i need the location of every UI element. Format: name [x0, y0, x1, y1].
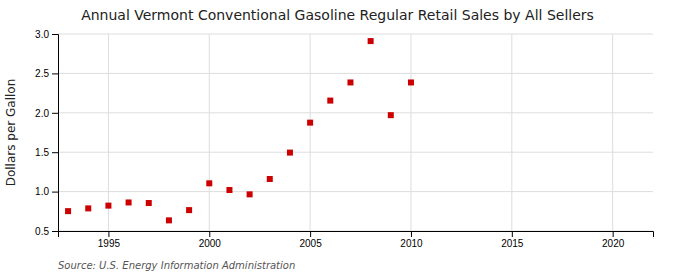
grid-line: [58, 112, 653, 113]
x-tick-mark: [411, 231, 412, 237]
point: [307, 120, 313, 126]
x-tick: 2005: [299, 231, 322, 249]
y-tick-mark: [52, 192, 58, 193]
point: [226, 187, 232, 193]
y-tick-mark: [52, 152, 58, 153]
point: [126, 199, 132, 205]
title: Annual Vermont Conventional Gasoline Reg…: [81, 7, 594, 23]
point: [247, 191, 253, 197]
grid-line: [310, 34, 311, 231]
point: [347, 79, 353, 85]
y-tick-label: 1.5: [35, 147, 49, 158]
x-tick-label: 2015: [501, 238, 524, 249]
point: [267, 176, 273, 182]
x-tick-mark: [209, 231, 210, 237]
grid-line: [209, 34, 210, 231]
point: [146, 200, 152, 206]
x-tick-mark: [310, 231, 311, 237]
grid-line: [511, 34, 512, 231]
point: [166, 217, 172, 223]
y-tick-mark: [52, 231, 58, 232]
plot: 1995 2000 2005 2010 2015 2020 0.5 1.0 1.5 2.0 2.5 3…: [35, 29, 653, 249]
y-tick-label: 1.0: [35, 186, 49, 197]
x-axis: 1995 2000 2005 2010 2015 2020: [59, 231, 654, 249]
point: [287, 150, 293, 156]
y-axis-label: Dollars per Gallon: [4, 79, 18, 187]
x-tick-label: 1995: [98, 238, 121, 249]
point: [327, 98, 333, 104]
x-tick-label: 2000: [199, 238, 222, 249]
x-tick-label: 2010: [400, 238, 423, 249]
grid-line: [58, 34, 653, 35]
x-tick: 2015: [501, 231, 524, 249]
grid-line: [58, 73, 653, 74]
x-tick-mark: [512, 231, 513, 237]
x-tick-label: 2005: [299, 238, 322, 249]
y-axis-line: [52, 35, 59, 232]
grid: [58, 34, 653, 231]
x-axis-line: [59, 232, 654, 238]
y-tick: 1.5: [35, 147, 58, 158]
points: [65, 38, 414, 223]
point: [186, 207, 192, 213]
grid-line: [108, 34, 109, 231]
x-tick: 1995: [98, 231, 121, 249]
y-tick: 2.5: [35, 68, 58, 79]
y-tick-label: 3.0: [35, 29, 49, 40]
grid-line: [410, 34, 411, 231]
y-tick-label: 2.0: [35, 108, 49, 119]
y-tick-label: 0.5: [35, 226, 49, 237]
y-tick-mark: [52, 73, 58, 74]
grid-line: [58, 191, 653, 192]
point: [65, 208, 71, 214]
y-tick-mark: [52, 113, 58, 114]
grid-line: [58, 152, 653, 153]
x-tick: 2010: [400, 231, 423, 249]
x-tick-mark: [613, 231, 614, 237]
chart: 1995 2000 2005 2010 2015 2020 0.5 1.0 1.5 2.0 2.5 3…: [0, 0, 675, 275]
point: [388, 112, 394, 118]
y-axis: 0.5 1.0 1.5 2.0 2.5 3.0: [35, 29, 58, 237]
point: [105, 203, 111, 209]
y-tick: 3.0: [35, 29, 58, 40]
x-tick-mark: [108, 231, 109, 237]
point: [206, 180, 212, 186]
x-tick: 2020: [602, 231, 625, 249]
y-tick: 1.0: [35, 186, 58, 197]
x-tick: 2000: [199, 231, 222, 249]
grid-line: [612, 34, 613, 231]
source: Source: U.S. Energy Information Administ…: [58, 260, 295, 271]
y-tick: 2.0: [35, 108, 58, 119]
x-tick-label: 2020: [602, 238, 625, 249]
point: [368, 38, 374, 44]
y-tick-mark: [52, 34, 58, 35]
y-tick-label: 2.5: [35, 68, 49, 79]
point: [408, 79, 414, 85]
y-tick: 0.5: [35, 226, 58, 237]
point: [85, 205, 91, 211]
